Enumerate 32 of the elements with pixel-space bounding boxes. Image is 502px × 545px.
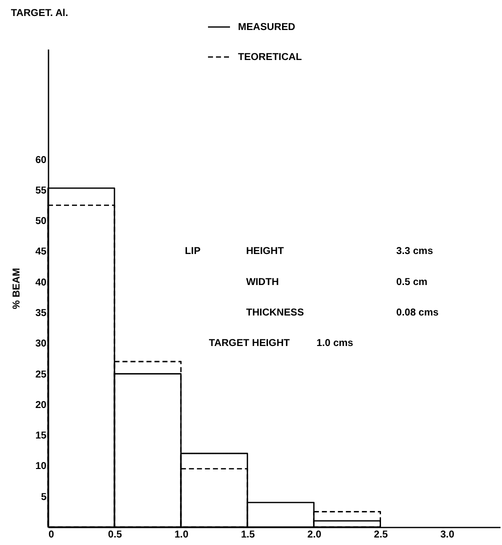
x-tick-label: 1.0 [174,530,189,540]
y-tick-label: 45 [35,246,47,258]
legend-label: TEORETICAL [238,52,302,63]
x-tick-label: 2.0 [307,530,322,540]
y-tick-label: 55 [35,185,47,196]
y-tick-label: 30 [35,338,47,350]
annotation: HEIGHT [246,246,284,258]
y-tick-label: 5 [40,492,47,503]
annotation: 1.0 cms [316,338,354,350]
y-tick-label: 50 [35,216,47,228]
y-tick-label: 10 [35,461,47,472]
annotation: WIDTH [246,276,279,288]
y-tick-label: 15 [35,430,47,442]
y-axis-title: % BEAM [11,268,22,310]
y-tick-label: 25 [35,369,47,380]
annotation: THICKNESS [246,308,304,319]
chart-title: TARGET. Al. [10,8,68,19]
legend-label: MEASURED [238,22,296,33]
x-tick-label: 1.5 [240,530,256,540]
x-tick-label: 3.0 [440,530,455,540]
annotation: 0.5 cm [396,276,428,288]
annotation: 3.3 cms [396,246,434,258]
annotation: TARGET HEIGHT [208,338,290,350]
annotation: 0.08 cms [396,308,439,319]
x-tick-label: 2.5 [374,530,388,540]
x-tick-label: 0 [48,530,54,540]
y-tick-label: 35 [35,308,47,320]
x-tick-label: 0.5 [108,530,122,540]
y-tick-label: 60 [35,154,47,166]
y-tick-label: 40 [35,277,47,288]
y-tick-label: 20 [35,400,47,411]
annotation: LIP [184,246,201,258]
